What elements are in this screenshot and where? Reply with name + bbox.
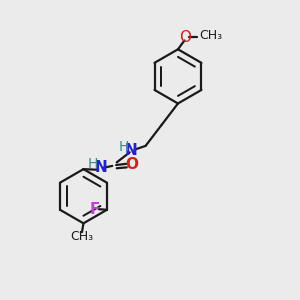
Text: H: H xyxy=(88,157,98,171)
Text: O: O xyxy=(179,30,191,45)
Text: F: F xyxy=(89,202,100,217)
Text: N: N xyxy=(94,160,107,175)
Text: CH₃: CH₃ xyxy=(200,29,223,42)
Text: N: N xyxy=(124,143,137,158)
Text: H: H xyxy=(119,140,129,154)
Text: CH₃: CH₃ xyxy=(70,230,94,243)
Text: O: O xyxy=(125,157,139,172)
